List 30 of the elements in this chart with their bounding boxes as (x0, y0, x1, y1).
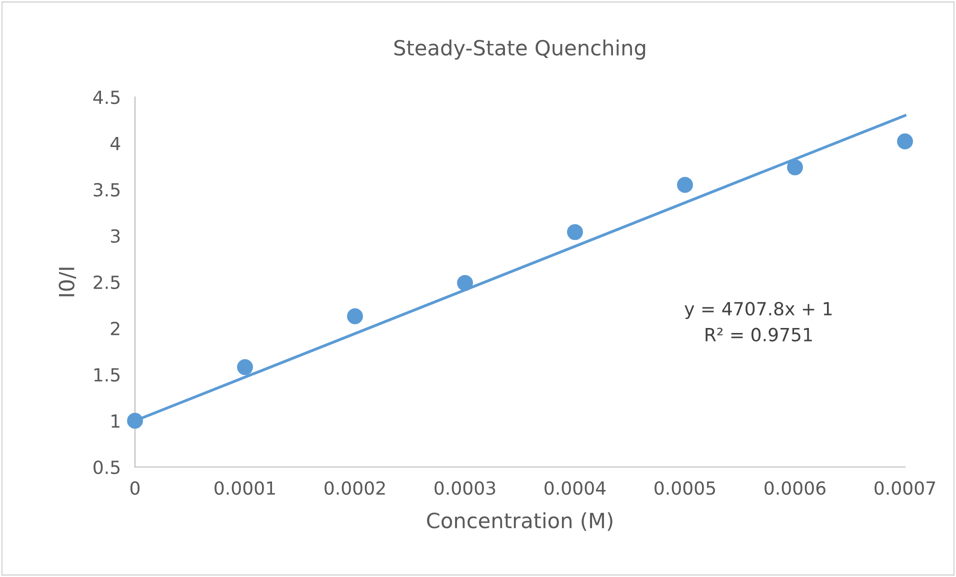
y-tick-label: 1.5 (94, 368, 120, 382)
x-tick-label: 0.0006 (764, 481, 826, 495)
x-tick-label: 0.0004 (544, 481, 606, 495)
point (347, 308, 363, 324)
point (127, 412, 143, 429)
y-tick-label: 3 (111, 229, 120, 243)
point (237, 359, 253, 376)
y-tick-label: 0.5 (94, 460, 120, 474)
x-tick-label: 0.0005 (654, 481, 716, 495)
x-tick-label: 0 (130, 481, 140, 495)
point (897, 133, 913, 150)
chart-title: Steady-State Quenching (394, 40, 646, 60)
point (787, 159, 803, 176)
annotation: R² = 0.9751 (706, 328, 812, 342)
point (567, 224, 583, 240)
x-tick-label: 0.0001 (214, 481, 275, 495)
x-tick-label: 0.0003 (434, 481, 496, 495)
x-axis-title: Concentration (M) (427, 512, 612, 531)
y-axis-title: I0/I (58, 268, 76, 296)
y-tick-label: 4.5 (93, 90, 120, 104)
y-tick-label: 1 (112, 414, 120, 428)
y-tick-label: 2.5 (94, 275, 120, 290)
annotation: y = 4707.8x + 1 (684, 302, 832, 320)
y-tick-label: 2 (110, 322, 120, 336)
point (457, 274, 473, 291)
point (677, 176, 693, 193)
x-tick-label: 0.0002 (324, 481, 385, 495)
x-tick-label: 0.0007 (874, 481, 936, 495)
y-tick-label: 3.5 (94, 182, 120, 197)
y-tick-label: 4 (110, 136, 120, 150)
